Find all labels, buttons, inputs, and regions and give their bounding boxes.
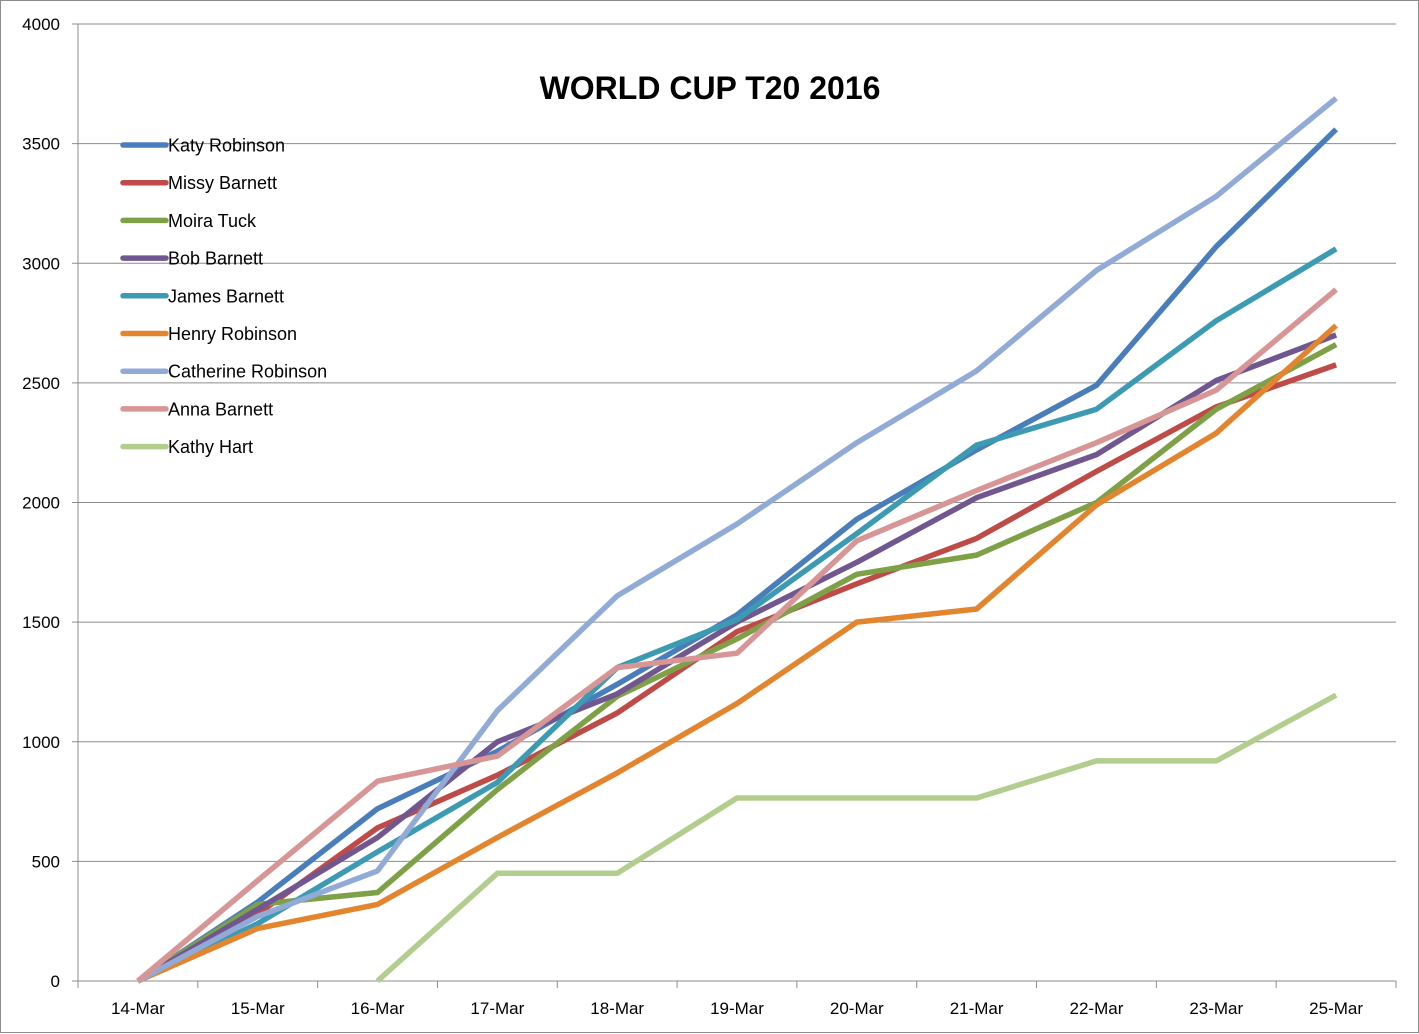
series-line-missy-barnett bbox=[136, 362, 1338, 984]
y-tick-label: 0 bbox=[51, 972, 60, 991]
y-tick-label: 500 bbox=[32, 852, 60, 871]
series-line-katy-robinson bbox=[136, 127, 1339, 984]
y-tick-label: 4000 bbox=[22, 15, 60, 34]
series-line-henry-robinson bbox=[136, 323, 1338, 984]
legend-label: Bob Barnett bbox=[168, 249, 263, 269]
y-tick-labels: 0 500 1000 1500 2000 2500 3000 3500 4000 bbox=[22, 15, 78, 991]
x-tick-label: 17-Mar bbox=[470, 999, 524, 1018]
x-tick-label: 19-Mar bbox=[710, 999, 764, 1018]
series-lines bbox=[136, 96, 1339, 984]
legend-label: Henry Robinson bbox=[168, 324, 297, 344]
legend-label: Moira Tuck bbox=[168, 211, 257, 231]
x-tick-labels: 14-Mar 15-Mar 16-Mar 17-Mar 18-Mar 19-Mar 20-M… bbox=[77, 981, 1397, 1018]
series-line-anna-barnett bbox=[136, 287, 1338, 984]
series-line-james-barnett bbox=[136, 246, 1338, 984]
y-tick-label: 2000 bbox=[22, 494, 60, 513]
legend-label: Kathy Hart bbox=[168, 437, 253, 457]
x-tick-label: 23-Mar bbox=[1189, 999, 1243, 1018]
x-tick-label: 25-Mar bbox=[1309, 999, 1363, 1018]
x-tick-label: 22-Mar bbox=[1070, 999, 1124, 1018]
legend-label: Missy Barnett bbox=[168, 173, 277, 193]
x-tick-label: 15-Mar bbox=[231, 999, 285, 1018]
series-line-bob-barnett bbox=[136, 332, 1338, 984]
y-tick-label: 3000 bbox=[22, 254, 60, 273]
legend-label: Catherine Robinson bbox=[168, 362, 327, 382]
legend-label: Anna Barnett bbox=[168, 399, 273, 419]
y-tick-label: 3500 bbox=[22, 135, 60, 154]
y-tick-label: 2500 bbox=[22, 374, 60, 393]
x-tick-label: 18-Mar bbox=[590, 999, 644, 1018]
series-line-catherine-robinson bbox=[136, 96, 1338, 984]
legend: Katy Robinson Missy Barnett Moira Tuck Bob … bbox=[120, 136, 327, 457]
legend-label: James Barnett bbox=[168, 286, 284, 306]
x-tick-label: 14-Mar bbox=[111, 999, 165, 1018]
legend-label: Katy Robinson bbox=[168, 136, 285, 156]
series-line-moira-tuck bbox=[136, 342, 1338, 984]
series-line-kathy-hart bbox=[375, 692, 1338, 984]
y-tick-label: 1500 bbox=[22, 613, 60, 632]
x-tick-label: 16-Mar bbox=[351, 999, 405, 1018]
x-tick-label: 20-Mar bbox=[830, 999, 884, 1018]
chart-title: WORLD CUP T20 2016 bbox=[540, 70, 881, 106]
x-tick-label: 21-Mar bbox=[950, 999, 1004, 1018]
y-tick-label: 1000 bbox=[22, 733, 60, 752]
